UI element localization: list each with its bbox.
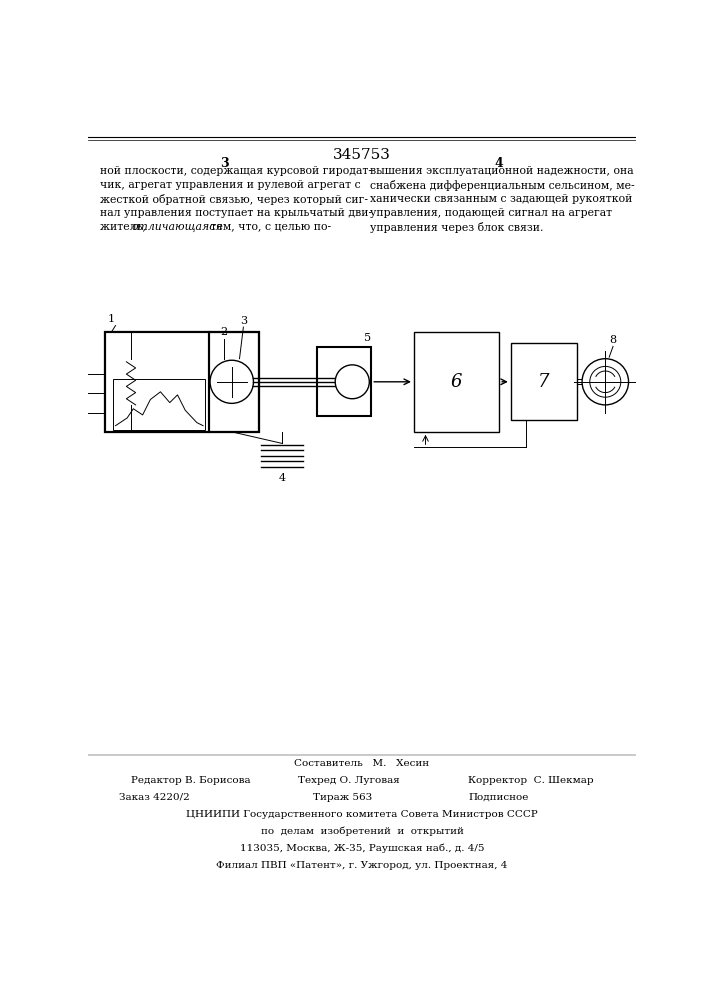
Text: ной плоскости, содержащая курсовой гиродат-: ной плоскости, содержащая курсовой гирод… <box>100 166 372 176</box>
Text: житель,: житель, <box>100 222 149 232</box>
Text: 6: 6 <box>451 373 462 391</box>
Text: 1: 1 <box>108 314 115 324</box>
Text: Филиал ПВП «Патент», г. Ужгород, ул. Проектная, 4: Филиал ПВП «Патент», г. Ужгород, ул. Про… <box>216 861 508 870</box>
Bar <box>414 332 499 432</box>
Circle shape <box>590 366 621 397</box>
Text: 345753: 345753 <box>333 148 391 162</box>
Text: Техред О. Луговая: Техред О. Луговая <box>298 776 399 785</box>
Circle shape <box>335 365 369 399</box>
Text: вышения эксплуатационной надежности, она: вышения эксплуатационной надежности, она <box>370 166 633 176</box>
Text: ханически связанным с задающей рукояткой: ханически связанным с задающей рукояткой <box>370 194 632 204</box>
Text: тем, что, с целью по-: тем, что, с целью по- <box>207 222 331 232</box>
Text: отличающаяся: отличающаяся <box>132 222 223 232</box>
Text: управления через блок связи.: управления через блок связи. <box>370 222 543 233</box>
Text: управления, подающей сигнал на агрегат: управления, подающей сигнал на агрегат <box>370 208 612 218</box>
Text: Подписное: Подписное <box>468 793 529 802</box>
Text: 8: 8 <box>609 335 617 345</box>
Text: 4: 4 <box>495 157 503 170</box>
Text: 2: 2 <box>221 327 228 337</box>
Bar <box>317 347 371 416</box>
Circle shape <box>210 360 253 403</box>
Bar <box>105 332 209 432</box>
Text: жесткой обратной связью, через который сиг-: жесткой обратной связью, через который с… <box>100 194 368 205</box>
Text: ЦНИИПИ Государственного комитета Совета Министров СССР: ЦНИИПИ Государственного комитета Совета … <box>186 810 538 819</box>
Text: Составитель   М.   Хесин: Составитель М. Хесин <box>294 759 430 768</box>
Bar <box>105 332 259 432</box>
Circle shape <box>582 359 629 405</box>
Text: чик, агрегат управления и рулевой агрегат с: чик, агрегат управления и рулевой агрега… <box>100 180 361 190</box>
Text: 113035, Москва, Ж-35, Раушская наб., д. 4/5: 113035, Москва, Ж-35, Раушская наб., д. … <box>240 844 484 853</box>
Text: Корректор  С. Шекмар: Корректор С. Шекмар <box>468 776 594 785</box>
Bar <box>510 343 577 420</box>
Text: по  делам  изобретений  и  открытий: по делам изобретений и открытий <box>260 827 463 836</box>
Text: 3: 3 <box>240 316 247 326</box>
Text: Заказ 4220/2: Заказ 4220/2 <box>119 793 190 802</box>
Text: 4: 4 <box>279 473 286 483</box>
Text: снабжена дифференциальным сельсином, ме-: снабжена дифференциальным сельсином, ме- <box>370 180 634 191</box>
Bar <box>113 379 204 430</box>
Text: Тираж 563: Тираж 563 <box>313 793 373 802</box>
Text: 5: 5 <box>364 333 371 343</box>
Text: 3: 3 <box>220 157 228 170</box>
Bar <box>209 332 259 432</box>
Text: Редактор В. Борисова: Редактор В. Борисова <box>131 776 250 785</box>
Text: 7: 7 <box>538 373 549 391</box>
Text: нал управления поступает на крыльчатый дви-: нал управления поступает на крыльчатый д… <box>100 208 372 218</box>
Bar <box>105 332 259 432</box>
